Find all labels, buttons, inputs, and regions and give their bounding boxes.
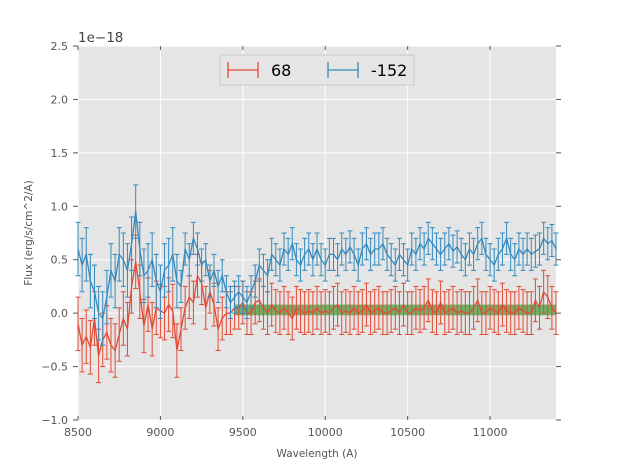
- axis-offset-text: 1e−18: [78, 30, 123, 46]
- series-line: [77, 261, 557, 357]
- y-tick-label: 2.0: [51, 93, 69, 106]
- legend: 68 -152: [219, 54, 415, 86]
- y-tick-label: 1.0: [51, 200, 69, 213]
- x-tick-label: 9000: [146, 426, 174, 439]
- series-layer: [75, 184, 559, 384]
- legend-label: -152: [371, 61, 407, 80]
- x-tick-label: 9500: [229, 426, 257, 439]
- y-tick-label: 0.5: [51, 254, 69, 267]
- y-tick-label: −1.0: [41, 414, 68, 427]
- x-tick-label: 10500: [390, 426, 425, 439]
- y-tick-label: 0.0: [51, 307, 69, 320]
- y-tick-label: −0.5: [41, 361, 68, 374]
- x-tick-label: 11000: [473, 426, 508, 439]
- legend-label: 68: [271, 61, 291, 80]
- axis-ticks: [73, 45, 561, 421]
- x-tick-label: 8500: [64, 426, 92, 439]
- series-line: [77, 211, 557, 321]
- y-tick-labels: −1.0 −0.5 0.0 0.5 1.0 1.5 2.0 2.5: [41, 40, 68, 427]
- y-tick-label: 1.5: [51, 147, 69, 160]
- y-axis-label: Flux (erg/s/cm^2/A): [23, 180, 35, 285]
- y-tick-label: 2.5: [51, 40, 69, 53]
- x-axis-label: Wavelength (A): [276, 448, 357, 460]
- series-1: [75, 184, 559, 346]
- legend-entry: 68: [227, 61, 291, 80]
- legend-entry: -152: [327, 61, 407, 80]
- x-tick-labels: 8500 9000 9500 10000 10500 11000: [64, 426, 508, 439]
- x-tick-label: 10000: [308, 426, 343, 439]
